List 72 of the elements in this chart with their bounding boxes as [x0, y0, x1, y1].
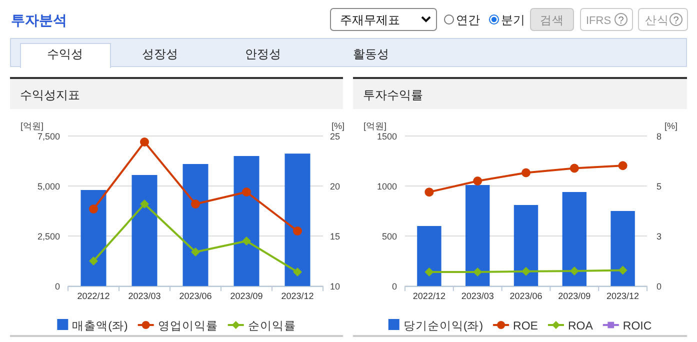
point	[424, 267, 434, 276]
x-tick-label: 2023/09	[230, 291, 263, 301]
text: 활동성	[353, 47, 389, 61]
point	[242, 236, 251, 246]
point	[293, 226, 302, 236]
point	[522, 168, 530, 178]
x-tick-label: 2023/06	[179, 291, 212, 301]
legend-label: 순이익률	[248, 320, 296, 332]
point	[473, 176, 482, 186]
y-tick-label: 0	[392, 282, 397, 292]
x-tick-label: 2023/06	[510, 291, 542, 301]
point	[618, 266, 628, 275]
point	[293, 268, 302, 276]
point	[89, 204, 98, 214]
point	[570, 266, 579, 276]
y2-tick-label: 0	[656, 282, 662, 292]
y-tick-label: 7,500	[37, 132, 60, 142]
point	[191, 248, 200, 256]
point	[89, 256, 98, 266]
point	[191, 200, 200, 208]
y2-tick-label: 15	[330, 232, 340, 242]
y-tick-label: 1000	[376, 182, 397, 192]
y-tick-label: 500	[382, 232, 397, 242]
point	[522, 266, 530, 276]
point	[570, 164, 579, 173]
x-tick-label: 2023/03	[128, 291, 161, 301]
text: 검색	[540, 15, 564, 27]
text: ?	[618, 16, 624, 26]
point	[618, 161, 628, 170]
point	[424, 188, 434, 197]
y-tick-label: 5,000	[37, 182, 60, 192]
text: 주재무제표	[340, 13, 400, 27]
text: 산식	[645, 15, 669, 27]
point	[140, 138, 149, 146]
legend-label: 당기순이익(좌)	[403, 320, 484, 332]
legend-label: ROE	[513, 320, 538, 332]
y-axis-title: [억원]	[20, 121, 44, 131]
text: ?	[673, 16, 680, 26]
x-tick-label: 2022/12	[412, 291, 446, 301]
legend-label: 매출액(좌)	[72, 320, 128, 332]
x-tick-label: 2022/12	[77, 291, 110, 301]
x-tick-label: 2023/12	[606, 291, 640, 301]
text: 분기	[501, 13, 525, 27]
y2-tick-label: 3	[656, 231, 662, 242]
y2-tick-label: 10	[330, 282, 340, 292]
text: 투자분석	[11, 12, 67, 28]
y2-tick-label: 5	[656, 182, 662, 192]
x-tick-label: 2023/03	[461, 291, 494, 301]
chart-title: 수익성지표	[20, 88, 80, 102]
y-tick-label: 0	[54, 282, 60, 292]
text: 수익성	[47, 47, 83, 61]
legend-label: ROIC	[622, 320, 652, 332]
x-tick-label: 2023/09	[558, 291, 591, 301]
y-tick-label: 1500	[376, 132, 397, 142]
text: 성장성	[142, 47, 178, 61]
y2-tick-label: 8	[656, 132, 662, 142]
text: IFRS	[586, 15, 612, 27]
text: 연간	[456, 13, 480, 27]
y2-tick-label: 25	[330, 132, 340, 142]
legend-label: ROA	[568, 320, 594, 332]
chart-title: 투자수익률	[363, 88, 423, 102]
y2-axis-title: [%]	[331, 121, 345, 131]
point	[242, 188, 251, 196]
text: 안정성	[245, 47, 281, 61]
y2-axis-title: [%]	[664, 121, 678, 131]
y-axis-title: [억원]	[363, 121, 387, 131]
point	[140, 200, 149, 208]
y-tick-label: 2,500	[37, 232, 60, 242]
legend-label: 영업이익률	[158, 320, 218, 332]
point	[473, 267, 482, 276]
x-tick-label: 2023/12	[281, 291, 314, 301]
y2-tick-label: 20	[330, 182, 340, 192]
